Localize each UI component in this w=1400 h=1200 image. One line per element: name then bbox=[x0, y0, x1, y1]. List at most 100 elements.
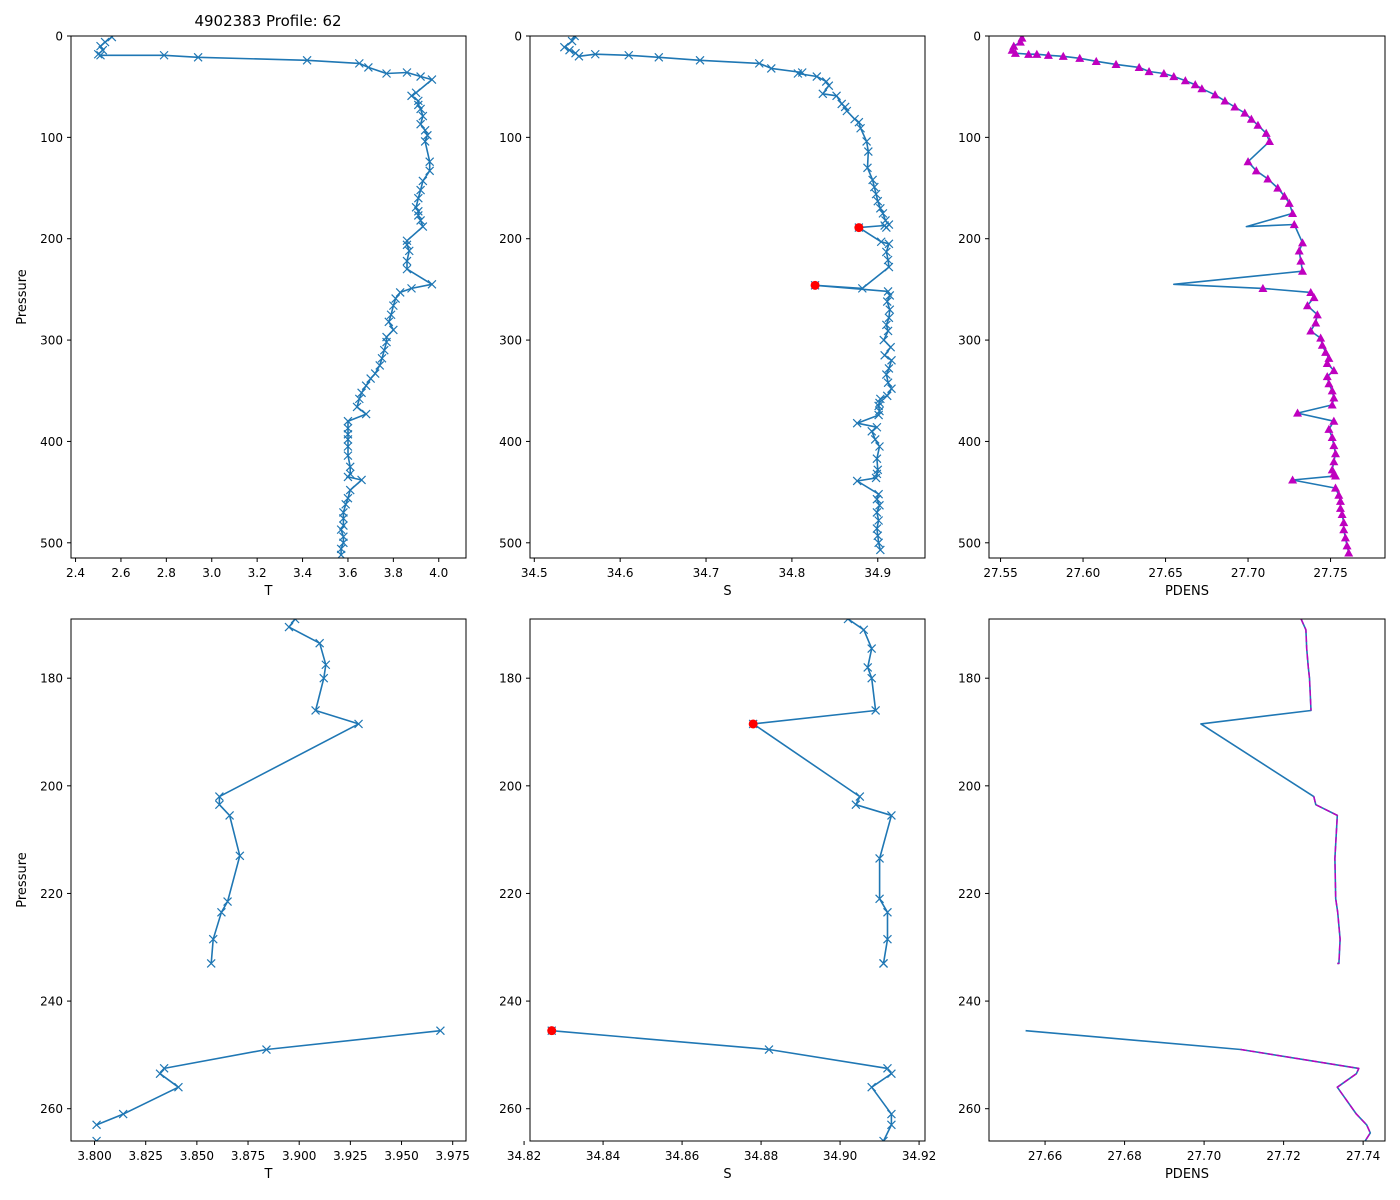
x-tick-label: 34.6 bbox=[607, 566, 634, 580]
data-point-x-marker bbox=[887, 810, 896, 820]
x-axis-label: S bbox=[723, 584, 731, 599]
data-point-x-marker bbox=[343, 451, 353, 461]
x-tick-label: 4.0 bbox=[429, 566, 448, 580]
density-triangle-marker bbox=[1344, 548, 1354, 557]
x-tick-label: 27.60 bbox=[1066, 566, 1100, 580]
density-triangle-marker bbox=[1284, 198, 1294, 207]
data-point-x-marker bbox=[402, 236, 412, 246]
data-point-x-marker bbox=[214, 792, 224, 802]
density-triangle-marker bbox=[1321, 347, 1331, 356]
data-point-x-marker bbox=[391, 294, 401, 303]
density-triangle-marker bbox=[1289, 220, 1299, 229]
x-tick-label: 3.875 bbox=[231, 1149, 265, 1163]
density-triangle-marker bbox=[1293, 408, 1303, 417]
data-point-x-marker bbox=[867, 1082, 877, 1092]
x-axis-label: PDENS bbox=[1165, 1167, 1209, 1182]
data-point-x-marker bbox=[874, 489, 884, 499]
density-triangle-marker bbox=[1288, 475, 1298, 484]
density-triangle-marker bbox=[1230, 102, 1240, 111]
y-tick-label: 100 bbox=[958, 131, 981, 145]
data-point-x-marker bbox=[875, 203, 885, 213]
density-triangle-marker bbox=[1010, 48, 1020, 57]
data-point-x-marker bbox=[425, 166, 435, 176]
data-point-x-marker bbox=[155, 1069, 165, 1079]
x-axis-label: PDENS bbox=[1165, 584, 1209, 599]
data-point-x-marker bbox=[863, 663, 873, 672]
x-tick-label: 2.4 bbox=[66, 566, 85, 580]
y-tick-label: 400 bbox=[40, 435, 63, 449]
density-triangle-marker bbox=[1324, 379, 1334, 388]
data-point-x-marker bbox=[96, 50, 105, 60]
x-tick-label: 3.950 bbox=[384, 1149, 418, 1163]
data-point-x-marker bbox=[402, 240, 412, 250]
data-point-x-marker bbox=[235, 851, 245, 861]
data-point-x-marker bbox=[416, 72, 426, 81]
density-triangle-marker bbox=[1329, 440, 1339, 450]
data-point-x-marker bbox=[343, 493, 353, 503]
data-point-x-marker bbox=[338, 538, 348, 548]
x-tick-label: 27.75 bbox=[1313, 566, 1347, 580]
data-point-x-marker bbox=[880, 221, 890, 230]
flagged-point bbox=[810, 280, 820, 290]
y-tick-label: 240 bbox=[40, 995, 63, 1009]
data-point-x-marker bbox=[624, 50, 634, 60]
y-tick-label: 0 bbox=[514, 30, 522, 44]
data-point-x-marker bbox=[875, 545, 885, 555]
data-point-x-marker bbox=[375, 360, 385, 370]
density-triangle-marker bbox=[1331, 471, 1340, 480]
x-axis-label: T bbox=[264, 1167, 273, 1182]
data-point-x-marker bbox=[388, 325, 398, 335]
data-point-x-marker bbox=[92, 1120, 102, 1130]
y-tick-label: 260 bbox=[40, 1102, 63, 1116]
data-point-x-marker bbox=[870, 434, 880, 444]
data-point-x-marker bbox=[96, 41, 105, 51]
data-point-x-marker bbox=[413, 100, 423, 110]
data-point-x-marker bbox=[361, 381, 371, 391]
data-point-x-marker bbox=[411, 202, 421, 212]
density-triangle-marker bbox=[1251, 166, 1261, 175]
y-tick-label: 200 bbox=[958, 779, 981, 793]
data-point-x-marker bbox=[766, 64, 776, 73]
data-point-x-marker bbox=[867, 644, 877, 654]
density-triangle-marker bbox=[1246, 114, 1256, 123]
density-triangle-marker bbox=[1075, 53, 1085, 62]
x-tick-label: 3.800 bbox=[77, 1149, 111, 1163]
data-point-x-marker bbox=[871, 189, 881, 199]
subplot-pdens-zoom: 27.66 27.68 27.70 27.72 27.74 180 200 220 240 260… bbox=[958, 618, 1386, 1182]
series-line-check-0 bbox=[1300, 619, 1312, 711]
density-triangle-marker bbox=[1324, 424, 1334, 433]
data-point-x-marker bbox=[881, 370, 891, 379]
data-point-x-marker bbox=[882, 391, 892, 401]
data-point-x-marker bbox=[418, 222, 428, 231]
data-point-x-marker bbox=[382, 69, 391, 78]
data-point-x-marker bbox=[883, 934, 892, 944]
x-tick-label: 34.84 bbox=[586, 1149, 620, 1163]
data-point-x-marker bbox=[832, 91, 841, 101]
density-triangle-marker bbox=[1273, 183, 1283, 192]
data-point-x-marker bbox=[872, 494, 882, 504]
data-point-x-marker bbox=[654, 52, 664, 62]
density-triangle-marker bbox=[1329, 393, 1339, 402]
data-point-x-marker bbox=[345, 462, 355, 472]
density-triangle-marker bbox=[1329, 416, 1339, 425]
density-triangle-marker bbox=[1111, 59, 1121, 68]
data-point-x-marker bbox=[590, 49, 600, 59]
data-point-x-marker bbox=[874, 410, 884, 420]
figure-title: 4902383 Profile: 62 bbox=[194, 12, 341, 30]
x-tick-label: 34.86 bbox=[665, 1149, 699, 1163]
density-triangle-marker bbox=[1220, 96, 1230, 105]
data-point-x-marker bbox=[404, 246, 414, 256]
data-point-x-marker bbox=[570, 36, 580, 41]
data-point-x-marker bbox=[863, 147, 873, 156]
data-point-x-marker bbox=[416, 216, 426, 225]
x-tick-label: 27.74 bbox=[1346, 1149, 1380, 1163]
data-point-x-marker bbox=[420, 136, 430, 146]
data-point-x-marker bbox=[402, 256, 412, 266]
data-point-x-marker bbox=[872, 422, 882, 432]
data-point-x-marker bbox=[413, 206, 423, 216]
data-point-x-marker bbox=[872, 524, 882, 534]
density-triangle-marker bbox=[1339, 525, 1349, 534]
y-tick-label: 260 bbox=[958, 1102, 981, 1116]
y-tick-label: 220 bbox=[958, 887, 981, 901]
density-triangle-marker bbox=[1253, 120, 1263, 129]
